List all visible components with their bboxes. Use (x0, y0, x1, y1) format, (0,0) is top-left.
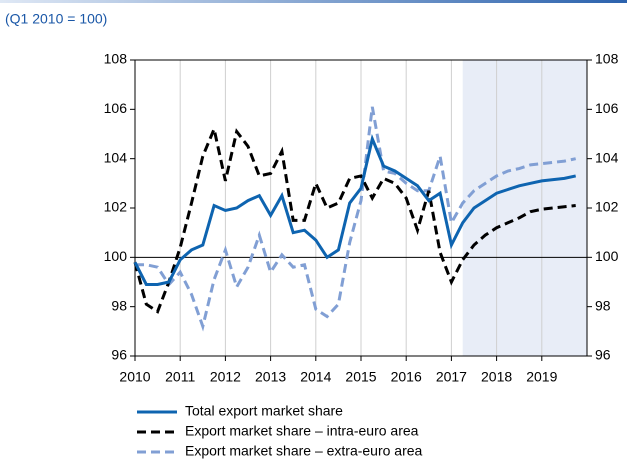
x-tick-label: 2014 (300, 369, 331, 385)
y-tick-label: 108 (104, 51, 128, 67)
x-tick-label: 2019 (526, 369, 557, 385)
x-tick-label: 2011 (165, 369, 195, 385)
chart-subtitle: (Q1 2010 = 100) (5, 11, 107, 27)
y2-tick-label: 108 (595, 51, 619, 67)
legend-label: Total export market share (185, 403, 343, 419)
x-tick-label: 2013 (255, 369, 286, 385)
projection-shade (462, 60, 587, 356)
y-tick-label: 106 (104, 100, 128, 116)
y-tick-label: 104 (104, 149, 128, 165)
x-tick-label: 2018 (481, 369, 512, 385)
y-tick-label: 100 (104, 248, 128, 264)
x-tick-label: 2015 (345, 369, 376, 385)
y-tick-label: 98 (111, 297, 127, 313)
series-line (133, 134, 577, 286)
y2-tick-label: 104 (595, 149, 619, 165)
legend-label: Export market share – intra-euro area (185, 423, 419, 439)
series-line (135, 106, 577, 332)
y2-tick-label: 98 (595, 297, 611, 313)
y2-tick-label: 100 (595, 248, 619, 264)
series-line (133, 124, 576, 314)
y-tick-label: 102 (104, 199, 128, 215)
y2-tick-label: 96 (595, 347, 611, 363)
y2-tick-label: 106 (595, 100, 619, 116)
x-tick-label: 2010 (119, 369, 150, 385)
plot-frame (134, 59, 588, 357)
y2-tick-label: 102 (595, 199, 619, 215)
legend-label: Export market share – extra-euro area (185, 443, 423, 459)
top-bar (0, 0, 627, 3)
x-tick-label: 2016 (391, 369, 422, 385)
y-tick-label: 96 (111, 347, 127, 363)
x-tick-label: 2012 (210, 369, 241, 385)
x-tick-label: 2017 (436, 369, 467, 385)
